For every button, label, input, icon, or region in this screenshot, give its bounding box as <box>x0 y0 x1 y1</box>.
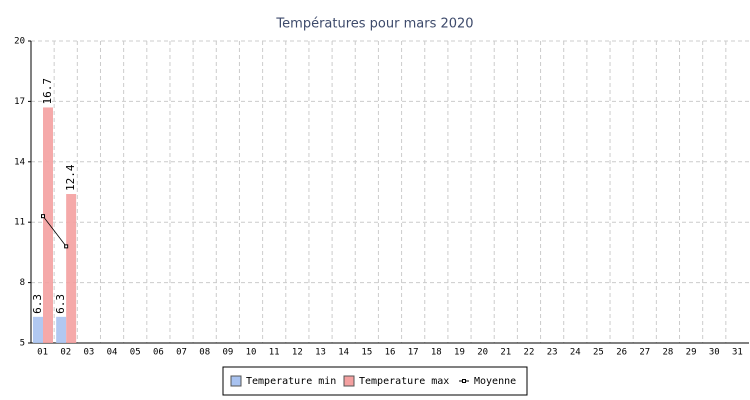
point <box>41 214 45 219</box>
x-tick-label: 03 <box>83 348 94 358</box>
x-tick-label: 29 <box>686 348 697 358</box>
bar <box>43 107 53 343</box>
x-tick-label: 17 <box>408 348 419 358</box>
x-tick-label: 30 <box>709 348 720 358</box>
x-tick-label: 08 <box>199 348 210 358</box>
x-tick-label: 13 <box>315 348 326 358</box>
x-tick-label: 05 <box>130 348 141 358</box>
legend-marker <box>462 379 466 383</box>
x-tick-label: 26 <box>616 348 627 358</box>
x-tick-label: 16 <box>385 348 396 358</box>
value-label: 12.4 <box>64 164 77 191</box>
x-tick-label: 18 <box>431 348 442 358</box>
x-tick-label: 12 <box>292 348 303 358</box>
bar <box>56 316 67 343</box>
x-tick-label: 04 <box>107 348 118 358</box>
x-tick-label: 09 <box>222 348 233 358</box>
y-tick-label: 5 <box>20 339 25 349</box>
x-tick-label: 23 <box>547 348 558 358</box>
chart-title: Températures pour mars 2020 <box>275 17 473 32</box>
value-label: 6.3 <box>54 294 67 314</box>
legend-label: Temperature min <box>246 376 336 387</box>
y-tick-label: 11 <box>14 218 25 228</box>
line <box>42 215 67 247</box>
x-tick-label: 28 <box>663 348 674 358</box>
y-tick-label: 20 <box>14 37 25 47</box>
x-tick-label: 21 <box>500 348 511 358</box>
x-tick-label: 19 <box>454 348 465 358</box>
x-tick-label: 15 <box>361 348 372 358</box>
x-tick-label: 10 <box>246 348 257 358</box>
legend-box <box>222 366 528 396</box>
legend-swatch <box>343 375 355 387</box>
x-tick-label: 20 <box>477 348 488 358</box>
y-tick-label: 8 <box>20 278 25 288</box>
x-tick-label: 06 <box>153 348 164 358</box>
legend-label: Temperature max <box>359 376 449 387</box>
x-tick-label: 24 <box>570 348 581 358</box>
x-tick-label: 11 <box>269 348 280 358</box>
y-tick-label: 14 <box>14 157 25 167</box>
x-tick-label: 22 <box>524 348 535 358</box>
x-tick-label: 25 <box>593 348 604 358</box>
value-label: 16.7 <box>41 78 54 105</box>
x-tick-label: 31 <box>732 348 743 358</box>
x-tick-label: 01 <box>37 348 48 358</box>
point <box>64 244 69 249</box>
y-tick-label: 17 <box>14 97 25 107</box>
bar <box>33 316 43 343</box>
x-tick-label: 02 <box>60 348 71 358</box>
value-label: 6.3 <box>31 294 44 314</box>
bar <box>66 194 77 343</box>
x-tick-label: 14 <box>338 348 349 358</box>
legend-swatch <box>230 375 242 387</box>
x-tick-label: 07 <box>176 348 187 358</box>
x-tick-label: 27 <box>639 348 650 358</box>
legend-label: Moyenne <box>474 376 516 387</box>
